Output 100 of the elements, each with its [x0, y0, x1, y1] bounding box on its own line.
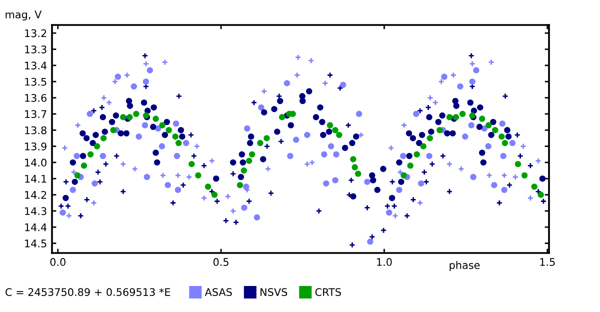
- point: [502, 140, 508, 146]
- legend-label: CRTS: [315, 288, 341, 296]
- point: [175, 140, 182, 146]
- point: [446, 160, 453, 168]
- point: [66, 212, 72, 220]
- point: [264, 166, 272, 172]
- point: [400, 122, 408, 128]
- x-tick-label: 1.5: [540, 258, 555, 266]
- legend-label: ASAS: [204, 288, 232, 296]
- point: [294, 54, 302, 61]
- point: [257, 140, 264, 146]
- point: [352, 164, 358, 170]
- x-tick-label: 1.0: [377, 258, 392, 266]
- point: [438, 78, 445, 85]
- point: [358, 132, 364, 138]
- point: [531, 184, 538, 190]
- point: [74, 122, 81, 128]
- y-tick-label: 14.2: [25, 191, 46, 199]
- point: [332, 126, 338, 134]
- y-tick-label: 14.0: [25, 158, 46, 167]
- point: [512, 174, 519, 180]
- point: [407, 162, 414, 169]
- y-tick-label: 13.4: [25, 62, 47, 70]
- point: [195, 172, 202, 179]
- point: [74, 172, 81, 179]
- point: [450, 72, 457, 78]
- point: [160, 172, 166, 179]
- point: [94, 143, 100, 150]
- y-tick-label: 14.4: [25, 223, 47, 232]
- point: [120, 114, 126, 120]
- point: [166, 126, 172, 134]
- y-tick-label: 14.5: [25, 240, 46, 248]
- point: [70, 168, 78, 176]
- y-tick-label: 13.2: [25, 29, 46, 38]
- point: [172, 133, 178, 140]
- point: [488, 58, 494, 66]
- point: [194, 143, 200, 150]
- point: [427, 94, 434, 101]
- x-tick-label: 0.5: [213, 258, 228, 266]
- point: [100, 135, 107, 142]
- point: [264, 135, 270, 142]
- point: [469, 60, 476, 68]
- point: [236, 182, 244, 188]
- point: [538, 192, 544, 198]
- point: [142, 60, 150, 68]
- y-tick-label: 13.3: [25, 45, 46, 54]
- point: [354, 170, 362, 177]
- point: [388, 144, 394, 152]
- point: [152, 116, 159, 122]
- y-tick-label: 13.5: [25, 78, 46, 86]
- point: [188, 160, 195, 168]
- point: [240, 167, 248, 174]
- point: [492, 126, 498, 134]
- point: [436, 126, 443, 134]
- text: C = 2453750.89 + 0.569513 *E: [6, 288, 170, 296]
- point: [186, 174, 192, 180]
- y-tick-label: 14.1: [25, 174, 46, 183]
- point: [498, 133, 505, 140]
- point: [458, 166, 464, 172]
- point: [397, 168, 404, 176]
- point: [308, 57, 314, 64]
- point: [112, 78, 118, 85]
- point: [400, 172, 407, 179]
- point: [260, 88, 268, 94]
- legend-label: NSVS: [260, 288, 288, 296]
- y-tick-label: 13.8: [25, 126, 46, 134]
- point: [514, 160, 522, 168]
- point: [527, 194, 534, 202]
- point: [208, 158, 216, 164]
- x-tick-label: 0.0: [50, 258, 66, 266]
- point: [278, 114, 286, 120]
- point: [535, 158, 542, 164]
- point: [174, 172, 182, 179]
- y-tick-label: 13.6: [25, 94, 46, 102]
- point: [521, 172, 528, 179]
- point: [159, 122, 166, 128]
- x-axis-title: phase: [450, 260, 480, 272]
- point: [336, 132, 342, 138]
- point: [124, 72, 130, 78]
- point: [459, 110, 466, 118]
- point: [426, 135, 434, 142]
- point: [350, 156, 356, 162]
- point: [446, 114, 453, 120]
- point: [294, 72, 300, 78]
- point: [486, 172, 492, 179]
- point: [486, 122, 492, 128]
- point: [322, 80, 328, 86]
- point: [501, 172, 508, 179]
- point: [200, 194, 208, 202]
- y-axis-title: mag, V: [6, 10, 42, 20]
- point: [100, 94, 108, 101]
- point: [211, 192, 218, 198]
- point: [133, 110, 140, 118]
- point: [414, 151, 420, 158]
- point: [106, 99, 112, 106]
- y-tick-label: 14.3: [25, 207, 46, 216]
- point: [392, 212, 398, 220]
- point: [224, 193, 232, 200]
- point: [120, 160, 126, 168]
- point: [80, 162, 88, 169]
